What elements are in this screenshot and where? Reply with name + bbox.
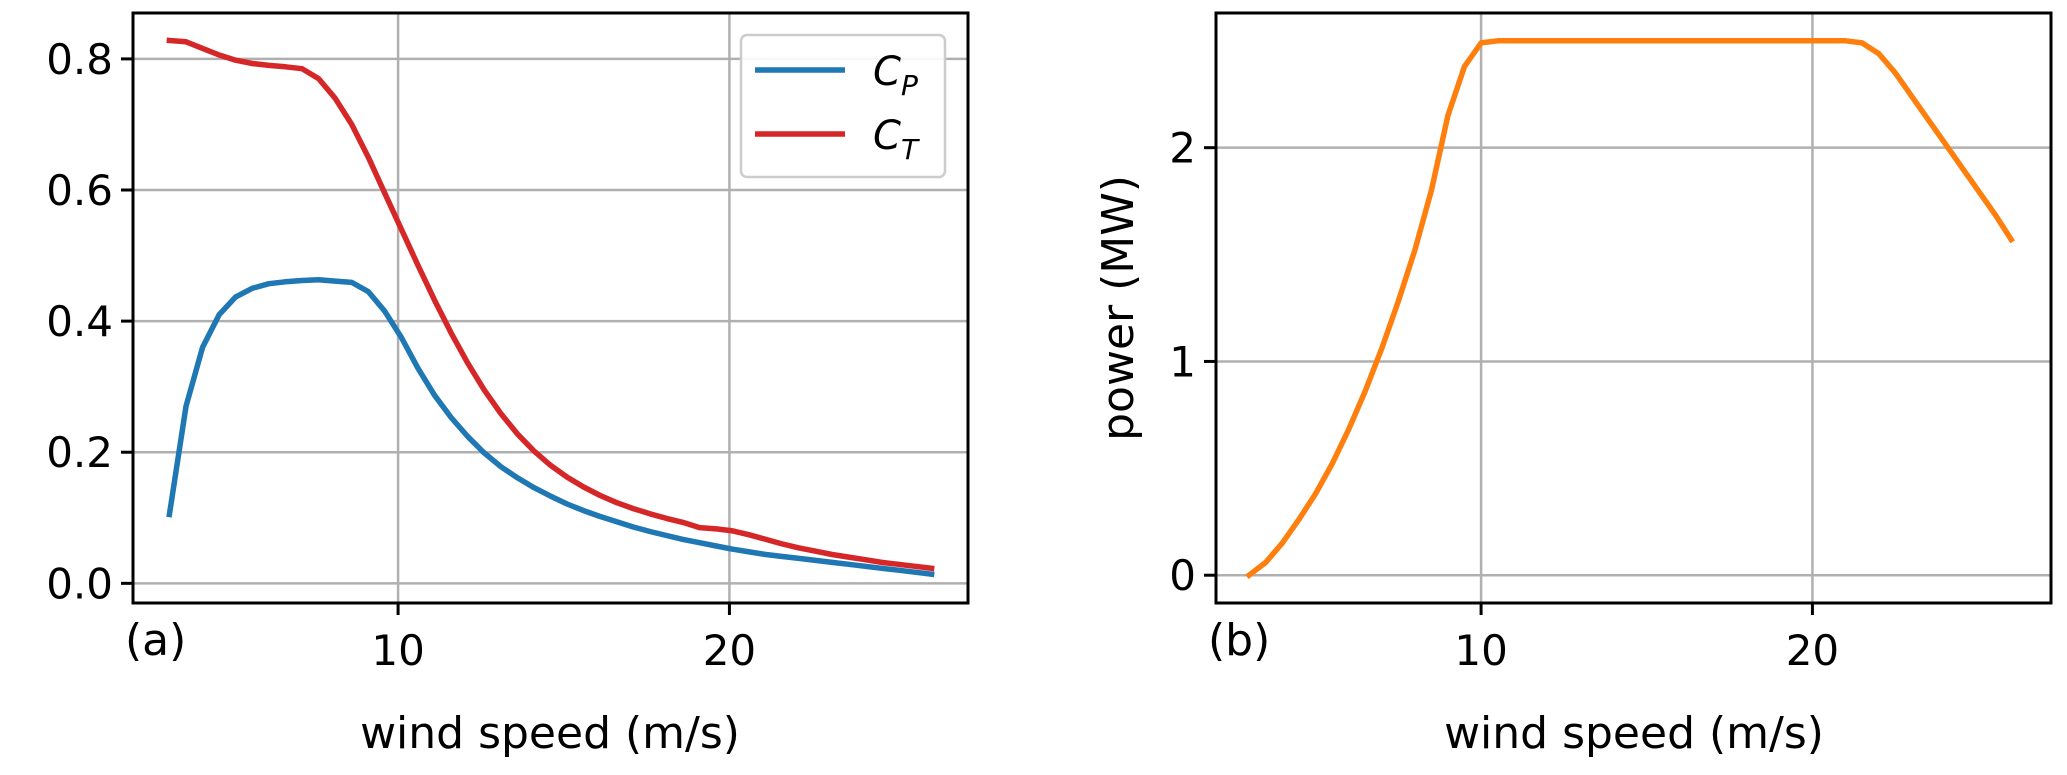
panel-a-series-line-c-p: [166, 277, 935, 578]
panel-a-x-axis-label: wind speed (m/s): [360, 708, 740, 759]
panel-b-y-tick-label: 1: [1169, 337, 1196, 386]
panel-b-x-axis-label: wind speed (m/s): [1444, 708, 1824, 759]
legend-label-cp-main: C: [873, 49, 901, 95]
panel-a-series-group: [166, 37, 935, 578]
panel-b-tag: (b): [1208, 615, 1270, 666]
panel-a-x-tick-label: 20: [703, 626, 756, 675]
panel-b-chart: 10 20 0 1 2 (b) wind speed (m/s) power (MW): [1093, 11, 2053, 759]
panel-a-grid: [133, 13, 968, 603]
panel-a-series-line-c-t: [166, 37, 935, 572]
panel-b-series-group: [1245, 38, 2015, 580]
legend: CP CT: [739, 33, 947, 179]
panel-b-y-tick-label: 0: [1169, 551, 1196, 600]
panel-b-x-tick-label: 10: [1454, 626, 1507, 675]
panel-b-x-tick-label: 20: [1786, 626, 1839, 675]
panel-a-chart: 10 200.00.20.40.60.8 CP CT (a) wind speed…: [46, 11, 970, 759]
legend-label-ct: CT: [873, 113, 920, 166]
panel-a-y-tick-label: 0.8: [46, 35, 113, 84]
panel-b-grid: [1216, 13, 2051, 603]
legend-label-cp-sub: P: [901, 69, 918, 102]
legend-label-ct-main: C: [873, 113, 901, 159]
panel-b-y-axis-label: power (MW): [1093, 175, 1144, 441]
panel-a-tag: (a): [125, 615, 186, 666]
legend-label-ct-sub: T: [901, 133, 920, 166]
panel-a-axes-frame: [131, 11, 970, 605]
panel-a-y-tick-label: 0.0: [46, 559, 113, 608]
panel-b-ticks: 10 20 0 1 2: [1169, 124, 1839, 675]
legend-label-cp: CP: [873, 49, 918, 102]
panel-a-ticks: 10 20 0.0 0.2 0.4 0.6 0.8: [46, 35, 756, 675]
panel-b-series-line-power: [1245, 38, 2015, 580]
panel-a-y-tick-label: 0.4: [46, 297, 113, 346]
panel-b-y-tick-label: 2: [1169, 124, 1196, 173]
panel-a-y-tick-label: 0.2: [46, 428, 113, 477]
panel-b-axes-frame: [1214, 11, 2053, 605]
panel-a-x-tick-label: 10: [371, 626, 424, 675]
panel-a-y-tick-label: 0.6: [46, 166, 113, 215]
